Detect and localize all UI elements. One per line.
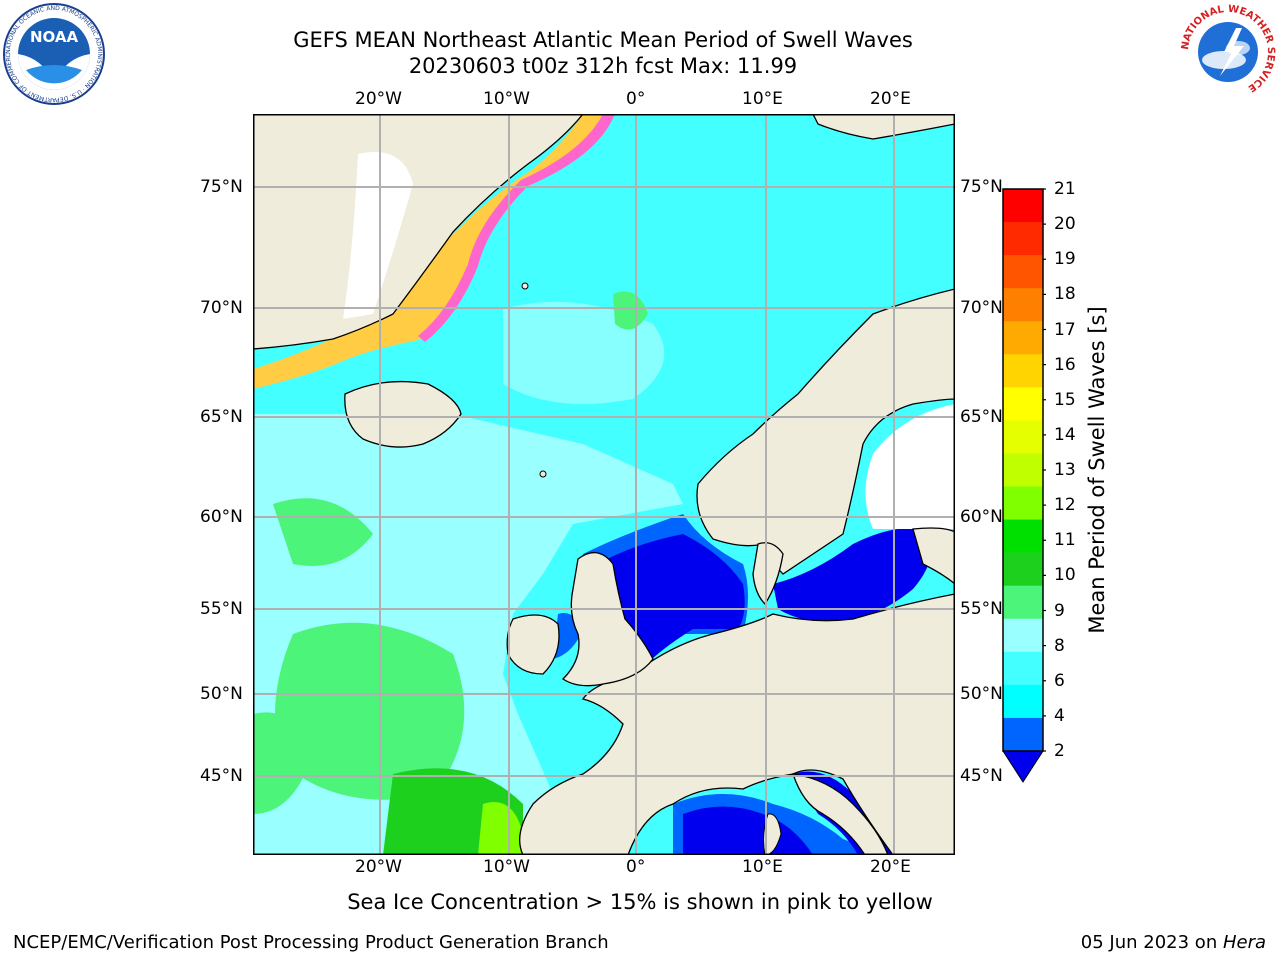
land-scandinavia [696, 288, 955, 575]
colorbar-tick-label: 14 [1054, 424, 1076, 445]
colorbar-segment [1003, 387, 1043, 421]
land-corsica-sardinia [763, 813, 782, 855]
colorbar-tick-label: 15 [1054, 389, 1076, 410]
lon-label-bottom-10e: 10°E [742, 857, 783, 877]
lon-label-bottom-10w: 10°W [483, 857, 530, 877]
colorbar-segment [1003, 684, 1043, 719]
ocean-swell-below2-med [683, 806, 813, 855]
land-iceland [344, 380, 462, 448]
lon-label-top-0: 0° [626, 89, 646, 109]
colorbar-segment [1003, 585, 1043, 620]
map-panel [253, 114, 955, 855]
lat-label-right-70n: 70°N [960, 298, 1003, 318]
colorbar-tick-label: 13 [1054, 460, 1076, 480]
lat-label-left-50n: 50°N [200, 684, 243, 704]
colorbar-tick-label: 19 [1054, 249, 1076, 270]
colorbar-segment [1003, 651, 1043, 686]
colorbar-segment [1003, 717, 1043, 752]
colorbar-segment [1003, 618, 1043, 653]
colorbar-tick-label: 12 [1054, 495, 1076, 516]
lat-label-left-45n: 45°N [200, 766, 243, 786]
nws-logo: NATIONAL WEATHER SERVICE [1180, 4, 1276, 100]
land-italy [792, 773, 889, 855]
land-finland-baltics [912, 527, 955, 585]
colorbar-segment [1003, 420, 1043, 454]
host-name: Hera [1222, 932, 1266, 953]
colorbar-tick-label: 18 [1054, 284, 1076, 305]
colorbar-segment [1003, 354, 1043, 388]
lon-label-top-20w: 20°W [355, 89, 402, 109]
ocean-swell-9-10-c [253, 712, 313, 814]
plot-title: GEFS MEAN Northeast Atlantic Mean Period… [293, 28, 913, 52]
lat-label-left-55n: 55°N [200, 599, 243, 619]
lat-label-right-45n: 45°N [960, 766, 1003, 786]
colorbar-label: Mean Period of Swell Waves [s] [1085, 306, 1109, 634]
lat-label-right-50n: 50°N [960, 684, 1003, 704]
colorbar-segment [1003, 321, 1043, 355]
colorbar-segment [1003, 552, 1043, 587]
lat-label-right-65n: 65°N [960, 407, 1003, 427]
ocean-swell-11-12 [478, 802, 523, 855]
ocean-swell-9-10-d [613, 291, 648, 330]
colorbar-tick-label: 9 [1054, 600, 1065, 621]
lat-label-left-65n: 65°N [200, 407, 243, 427]
colorbar-extend-arrow [1002, 750, 1044, 783]
ocean-swell-9-10-b [275, 622, 465, 800]
sea-ice-note: Sea Ice Concentration > 15% is shown in … [347, 890, 933, 914]
generation-date-text: 05 Jun 2023 on [1080, 932, 1223, 953]
colorbar-segment [1003, 222, 1043, 256]
land-jan-mayen [521, 282, 529, 290]
lat-label-right-60n: 60°N [960, 507, 1003, 527]
colorbar-segment [1003, 453, 1043, 488]
colorbar-segment [1003, 288, 1043, 322]
graticule [253, 114, 955, 855]
land-svalbard [812, 114, 955, 140]
credit-text: NCEP/EMC/Verification Post Processing Pr… [13, 932, 609, 953]
lat-label-left-60n: 60°N [200, 507, 243, 527]
lat-label-right-55n: 55°N [960, 599, 1003, 619]
colorbar-tick-label: 21 [1054, 179, 1076, 199]
colorbar-tick-label: 10 [1054, 565, 1076, 586]
lon-label-top-10e: 10°E [742, 89, 783, 109]
lon-label-top-10w: 10°W [483, 89, 530, 109]
land-great-britain [561, 552, 654, 687]
colorbar-segment [1003, 255, 1043, 289]
ocean-swell-9-10-a [273, 498, 373, 566]
svg-text:NOAA: NOAA [30, 28, 79, 46]
lat-label-left-75n: 75°N [200, 177, 243, 197]
lon-label-bottom-0: 0° [626, 857, 646, 877]
colorbar-tick-label: 8 [1054, 635, 1065, 656]
colorbar [1002, 188, 1046, 783]
colorbar-tick-label: 11 [1054, 530, 1076, 551]
colorbar-segment [1003, 519, 1043, 554]
colorbar-tick-label: 17 [1054, 319, 1076, 340]
map-frame [253, 114, 955, 855]
greenland-icecap-white [343, 152, 413, 319]
colorbar-segment [1003, 486, 1043, 521]
land-faroe [539, 470, 547, 478]
colorbar-tick-label: 2 [1054, 741, 1065, 761]
colorbar-tick-label: 4 [1054, 705, 1065, 726]
lat-label-left-70n: 70°N [200, 298, 243, 318]
lat-label-right-75n: 75°N [960, 177, 1003, 197]
land-denmark [752, 542, 784, 606]
sea-ice-edge-pink [418, 114, 615, 342]
colorbar-tick-label: 20 [1054, 214, 1076, 235]
colorbar-tick-label: 16 [1054, 354, 1076, 375]
land-greenland [253, 114, 584, 350]
colorbar-tick-label: 6 [1054, 670, 1065, 691]
land-europe [519, 593, 955, 855]
noaa-logo: NATIONAL OCEANIC AND ATMOSPHERIC ADMINIS… [2, 2, 105, 105]
land-ireland [506, 614, 560, 675]
generation-date: 05 Jun 2023 on Hera [1081, 932, 1266, 953]
lon-label-top-20e: 20°E [870, 89, 911, 109]
colorbar-segment [1003, 189, 1043, 223]
gulf-of-bothnia-white [865, 404, 955, 529]
lon-label-bottom-20w: 20°W [355, 857, 402, 877]
lon-label-bottom-20e: 20°E [870, 857, 911, 877]
plot-subtitle: 20230603 t00z 312h fcst Max: 11.99 [408, 54, 798, 78]
ocean-swell-below2-baltic [773, 528, 931, 624]
